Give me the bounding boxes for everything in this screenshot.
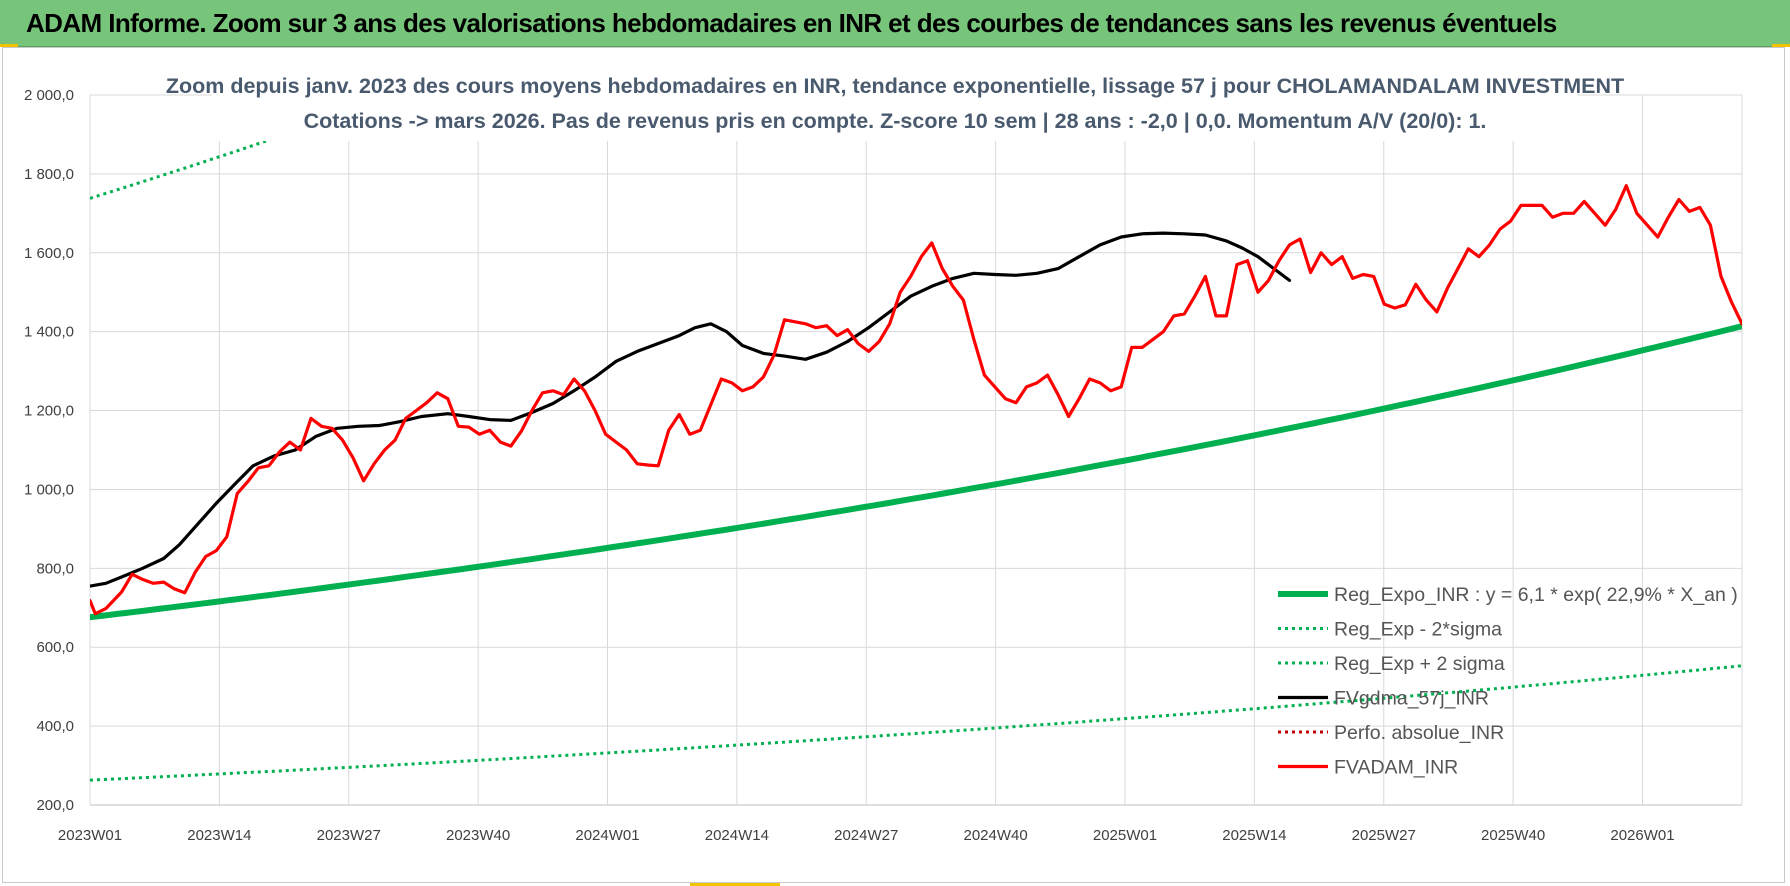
x-tick-label: 2023W01 [58,827,122,844]
axes: 200,0 400,0 600,0 800,0 1 000,0 1 200,0 1 400,… [24,87,1742,844]
x-tick-label: 2024W40 [964,827,1028,844]
x-tick-label: 2023W27 [317,827,381,844]
x-tick-label: 2026W01 [1610,827,1674,844]
report-banner: ADAM Informe. Zoom sur 3 ans des valoris… [0,0,1790,47]
x-tick-label: 2025W01 [1093,827,1157,844]
x-tick-label: 2025W14 [1222,827,1286,844]
legend-label: FVADAM_INR [1334,757,1458,779]
y-tick-label: 2 000,0 [24,87,74,104]
series-line-0 [90,323,1742,621]
legend-label: FVgdma_57j_INR [1334,688,1489,710]
series-line-5 [90,184,1742,616]
y-tick-label: 1 600,0 [24,245,74,262]
accent-mark-bottom [690,883,780,886]
y-tick-label: 400,0 [36,718,74,735]
gridlines [89,94,1743,806]
chart-frame [2,47,1785,883]
title-background [212,64,1577,141]
legend-label: Reg_Exp - 2*sigma [1334,619,1502,641]
y-tick-label: 200,0 [36,797,74,814]
y-tick-label: 1 800,0 [24,166,74,183]
y-tick-label: 1 000,0 [24,481,74,498]
series-line-3 [90,231,1292,588]
chart-title-line-1: Zoom depuis janv. 2023 des cours moyens … [166,74,1624,98]
series-line-1 [90,664,1742,782]
x-tick-label: 2024W14 [705,827,769,844]
y-tick-label: 1 200,0 [24,403,74,420]
legend-label: Perfo. absolue_INR [1334,722,1504,744]
legend-label: Reg_Exp + 2 sigma [1334,653,1505,675]
y-tick-label: 1 400,0 [24,324,74,341]
report-title: ADAM Informe. Zoom sur 3 ans des valoris… [26,8,1557,38]
x-tick-label: 2025W40 [1481,827,1545,844]
x-tick-label: 2025W27 [1352,827,1416,844]
chart-title-line-2: Cotations -> mars 2026. Pas de revenus p… [304,109,1487,133]
x-tick-label: 2023W14 [187,827,251,844]
legend: Reg_Expo_INR : y = 6,1 * exp( 22,9% * X_… [1278,584,1738,779]
x-tick-label: 2023W40 [446,827,510,844]
y-tick-label: 800,0 [36,560,74,577]
legend-label: Reg_Expo_INR : y = 6,1 * exp( 22,9% * X_… [1334,584,1738,606]
series-layer [90,95,1742,782]
y-tick-label: 600,0 [36,639,74,656]
accent-mark-left [0,44,18,47]
x-tick-label: 2024W01 [575,827,639,844]
accent-mark-right [1772,44,1790,47]
x-tick-label: 2024W27 [834,827,898,844]
